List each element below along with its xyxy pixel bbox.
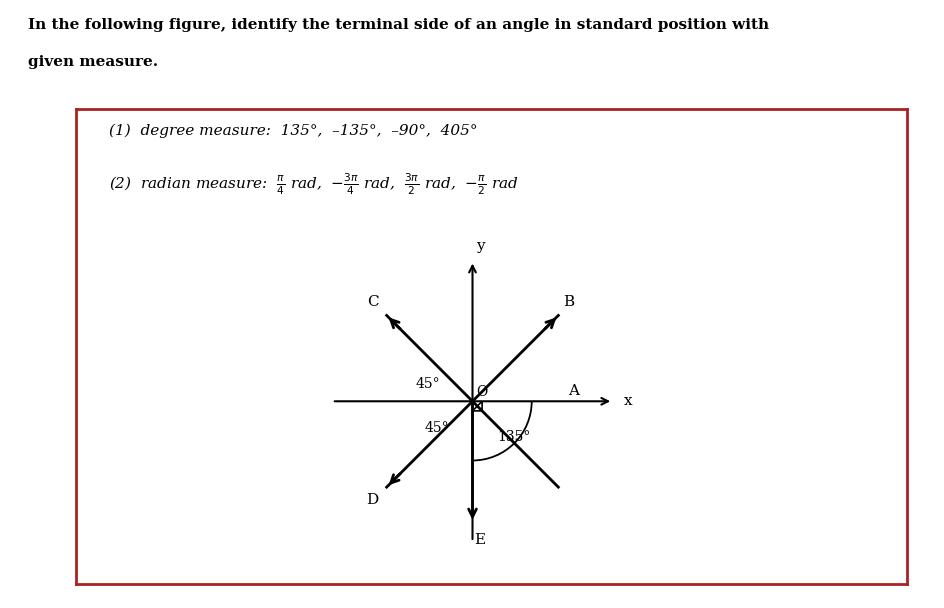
Text: C: C bbox=[367, 295, 379, 309]
Text: y: y bbox=[475, 239, 483, 253]
Text: 135°: 135° bbox=[497, 430, 531, 444]
Text: B: B bbox=[563, 295, 574, 309]
Text: given measure.: given measure. bbox=[28, 55, 159, 69]
Text: 45°: 45° bbox=[424, 421, 448, 435]
Text: (1)  degree measure:  135°,  –135°,  –90°,  405°: (1) degree measure: 135°, –135°, –90°, 4… bbox=[109, 123, 477, 138]
Text: A: A bbox=[567, 384, 578, 398]
Text: x: x bbox=[623, 394, 632, 409]
Text: D: D bbox=[365, 494, 378, 508]
Text: O: O bbox=[476, 385, 487, 399]
Text: E: E bbox=[474, 533, 485, 547]
Text: In the following figure, identify the terminal side of an angle in standard posi: In the following figure, identify the te… bbox=[28, 18, 768, 32]
Text: 45°: 45° bbox=[415, 376, 440, 390]
Text: (2)  radian measure:  $\frac{\pi}{4}$ rad,  $-\frac{3\pi}{4}$ rad,  $\frac{3\pi}: (2) radian measure: $\frac{\pi}{4}$ rad,… bbox=[109, 171, 518, 196]
